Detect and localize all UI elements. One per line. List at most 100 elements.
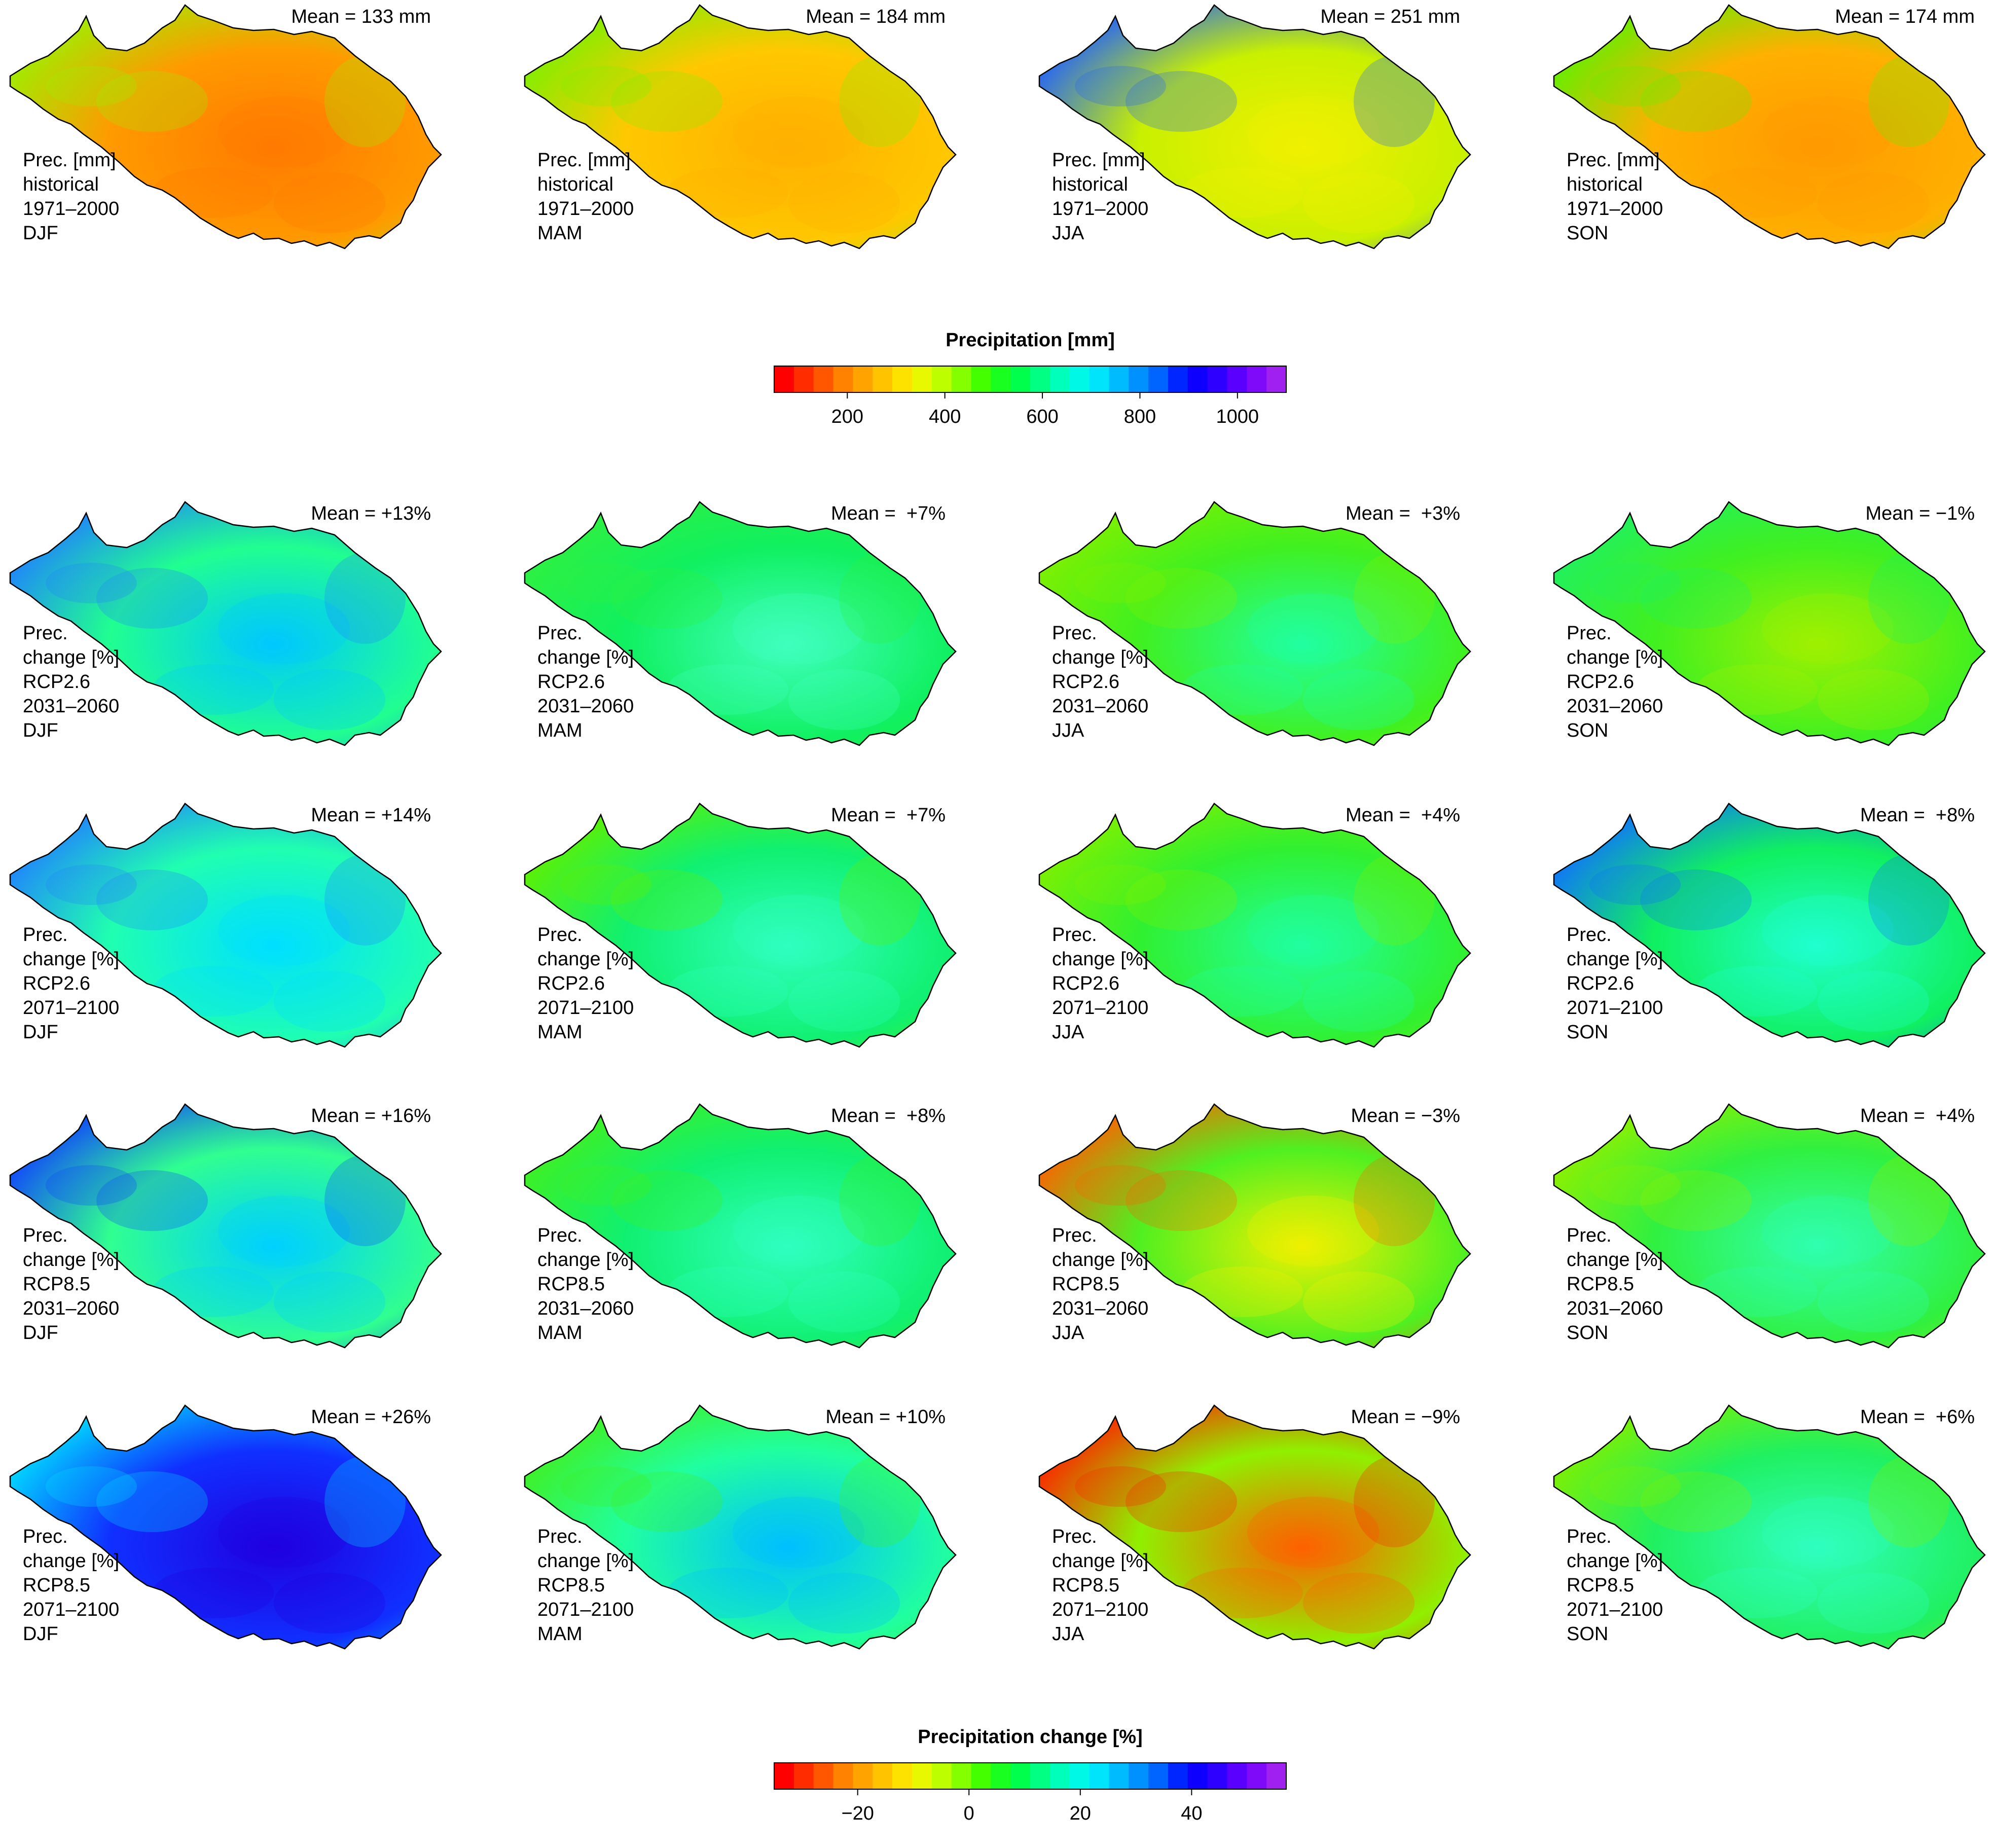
- field-patch: [733, 96, 864, 167]
- basin-map: [524, 803, 957, 1048]
- field-patch: [1762, 593, 1894, 664]
- colorbar-swatch: [1207, 1763, 1227, 1789]
- colorbar-swatch: [1129, 1763, 1149, 1789]
- colorbar-swatch: [1089, 366, 1109, 392]
- field-patch: [1075, 563, 1166, 603]
- colorbar-swatch: [1168, 1763, 1188, 1789]
- field-patch: [218, 895, 350, 966]
- basin-outline: [524, 1404, 957, 1650]
- mean-label: Mean = −9%: [1351, 1406, 1460, 1428]
- colorbar-title: Precipitation change [%]: [918, 1726, 1143, 1748]
- colorbar-swatch: [1247, 366, 1267, 392]
- colorbar-swatch: [1069, 366, 1090, 392]
- map-panel: Mean = +3% Prec. change [%] RCP2.6 2031–206…: [1029, 497, 1526, 791]
- field-patch: [46, 1165, 137, 1206]
- field-patch: [1868, 56, 1949, 147]
- colorbar-swatch: [813, 1763, 834, 1789]
- field-patch: [667, 1568, 788, 1618]
- field-patch: [611, 1471, 722, 1532]
- colorbar-swatch: [951, 1763, 971, 1789]
- field-patch: [274, 971, 385, 1032]
- mean-label: Mean = +16%: [311, 1105, 431, 1127]
- basin-map: [9, 1404, 442, 1650]
- field-patch: [1818, 172, 1929, 233]
- field-patch: [1868, 553, 1949, 644]
- panel-caption: Prec. change [%] RCP8.5 2031–2060 MAM: [537, 1225, 634, 1344]
- field-patch: [1696, 167, 1818, 218]
- basin-outline: [1553, 1103, 1986, 1349]
- field-patch: [1354, 56, 1435, 147]
- basin-map: [9, 4, 442, 249]
- field-patch: [788, 172, 900, 233]
- colorbar-swatch: [1030, 1763, 1050, 1789]
- colorbar-swatch: [1109, 366, 1129, 392]
- precipitation-field: [525, 5, 956, 248]
- map-panel: Mean = 251 mm Prec. [mm] historical 1971–2…: [1029, 0, 1526, 294]
- field-patch: [1640, 869, 1752, 930]
- mean-label: Mean = 133 mm: [291, 6, 431, 27]
- field-patch: [1762, 1195, 1894, 1266]
- field-patch: [560, 1466, 651, 1507]
- field-patch: [1589, 563, 1681, 603]
- colorbar-title: Precipitation [mm]: [946, 330, 1115, 351]
- colorbar-swatch: [1129, 366, 1149, 392]
- basin-map: [524, 4, 957, 249]
- basin-outline: [1038, 803, 1471, 1048]
- precipitation-field: [1039, 5, 1470, 248]
- field-patch: [788, 1573, 900, 1634]
- field-patch: [218, 1195, 350, 1266]
- basin-map: [9, 803, 442, 1048]
- field-patch: [1696, 664, 1818, 715]
- field-patch: [1589, 1165, 1681, 1206]
- field-patch: [1247, 1497, 1379, 1568]
- colorbar-swatch: [774, 366, 794, 392]
- map-panel: Mean = −1% Prec. change [%] RCP2.6 2031–206…: [1544, 497, 1995, 791]
- panel-caption: Prec. [mm] historical 1971–2000 JJA: [1052, 150, 1149, 244]
- panel-caption: Prec. change [%] RCP2.6 2071–2100 JJA: [1052, 924, 1149, 1043]
- colorbar-frame: [774, 366, 1287, 393]
- colorbar-tick-label: 20: [1070, 1803, 1091, 1824]
- precipitation-field: [1554, 5, 1985, 248]
- colorbar-swatch: [1266, 366, 1287, 392]
- map-panel: Mean = +6% Prec. change [%] RCP8.5 2071–210…: [1544, 1400, 1995, 1694]
- colorbar-swatch: [1247, 1763, 1267, 1789]
- field-patch: [1247, 96, 1379, 167]
- field-patch: [324, 854, 406, 946]
- basin-map: [524, 1404, 957, 1650]
- colorbar-tick-label: 200: [831, 406, 863, 427]
- colorbar-swatch: [1148, 1763, 1169, 1789]
- mean-label: Mean = +7%: [830, 805, 946, 826]
- field-patch: [560, 1165, 651, 1206]
- field-patch: [1818, 1272, 1929, 1332]
- map-panel: Mean = +26% Prec. change [%] RCP8.5 2071–21…: [0, 1400, 497, 1694]
- map-panel: Mean = −3% Prec. change [%] RCP8.5 2031–206…: [1029, 1099, 1526, 1393]
- colorbar-swatch: [833, 366, 853, 392]
- basin-map: [1038, 1103, 1471, 1349]
- basin-outline: [9, 501, 442, 746]
- colorbar-swatch: [1187, 1763, 1208, 1789]
- field-patch: [1303, 971, 1414, 1032]
- precipitation-field: [10, 1405, 441, 1649]
- field-patch: [611, 71, 722, 132]
- mean-label: Mean = +8%: [1860, 805, 1975, 826]
- field-patch: [1247, 593, 1379, 664]
- field-patch: [1075, 1165, 1166, 1206]
- field-patch: [1868, 854, 1949, 946]
- mean-label: Mean = +26%: [311, 1406, 431, 1428]
- map-panel: Mean = +10% Prec. change [%] RCP8.5 2071–21…: [515, 1400, 1011, 1694]
- colorbar-swatch: [1089, 1763, 1109, 1789]
- colorbar-swatch: [951, 366, 971, 392]
- mean-label: Mean = 184 mm: [806, 6, 946, 27]
- mean-label: Mean = −3%: [1351, 1105, 1460, 1127]
- basin-map: [1553, 501, 1986, 746]
- field-patch: [1589, 1466, 1681, 1507]
- panel-caption: Prec. change [%] RCP2.6 2031–2060 MAM: [537, 623, 634, 741]
- map-panel: Mean = 133 mm Prec. [mm] historical 1971–2…: [0, 0, 497, 294]
- colorbar-scale: 200 400 600 800 1000: [774, 366, 1287, 427]
- basin-map: [1553, 803, 1986, 1048]
- field-patch: [1696, 966, 1818, 1017]
- colorbar-scale: −20 0 20 40: [774, 1762, 1287, 1824]
- field-patch: [218, 1497, 350, 1568]
- basin-outline: [524, 1103, 957, 1349]
